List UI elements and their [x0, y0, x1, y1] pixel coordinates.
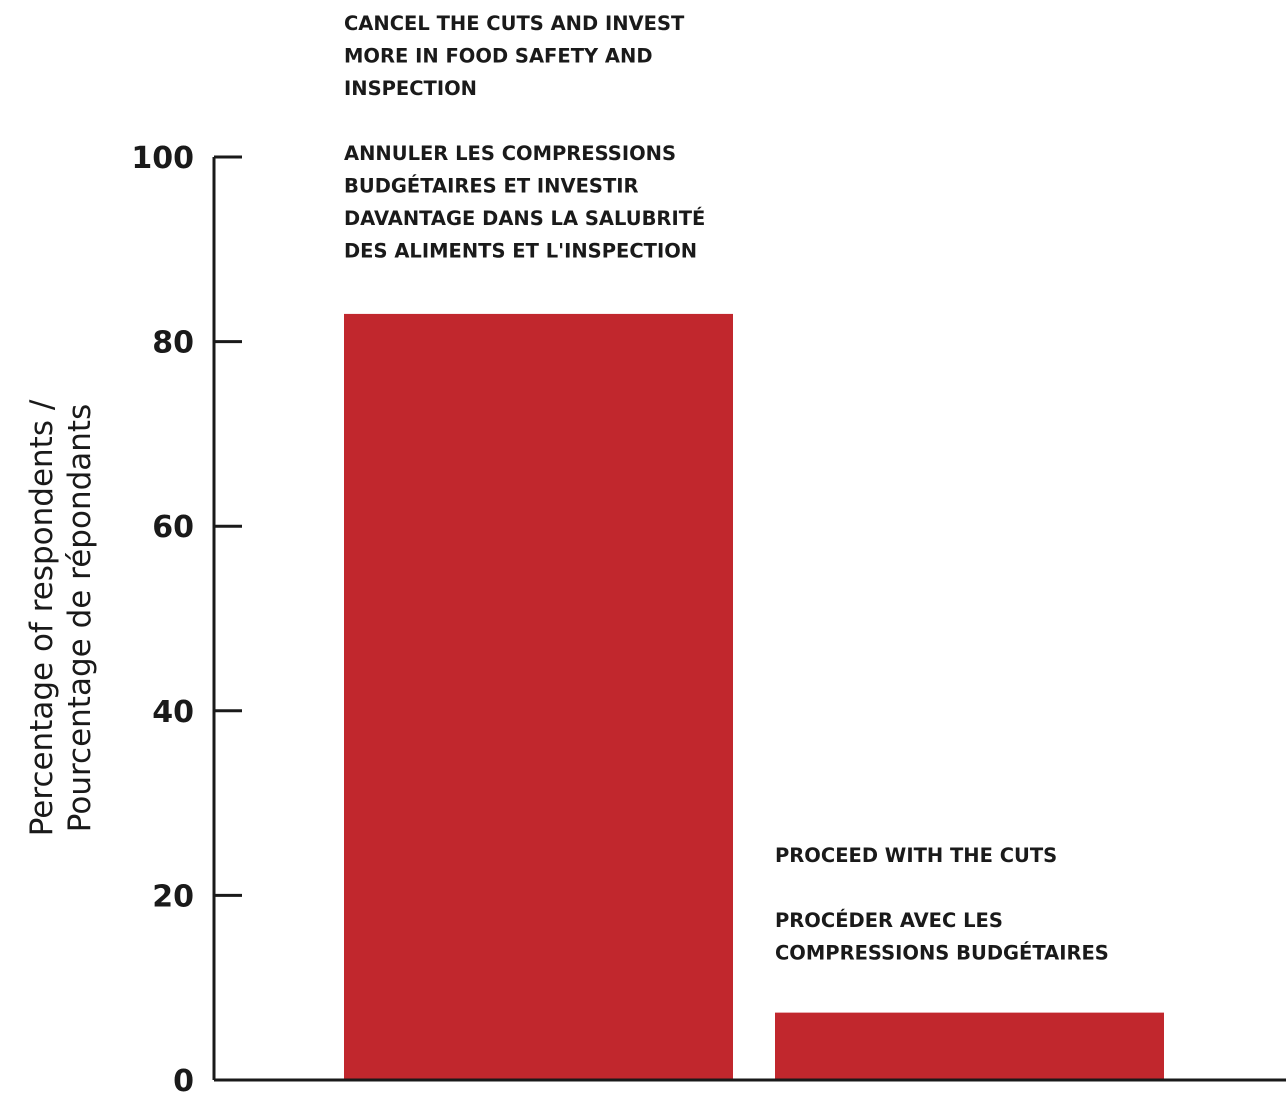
y-tick-label: 100: [131, 141, 194, 176]
bar-label-fr: BUDGÉTAIRES ET INVESTIR: [344, 175, 639, 198]
bar-label-en: MORE IN FOOD SAFETY AND: [344, 45, 653, 68]
y-tick-label: 20: [152, 879, 194, 914]
y-tick-label: 80: [152, 326, 194, 361]
bar-label-fr: DAVANTAGE DANS LA SALUBRITÉ: [344, 207, 705, 230]
y-axis-label-line: Percentage of respondents /: [24, 399, 60, 836]
y-tick-label: 40: [152, 695, 194, 730]
bar-label-en: CANCEL THE CUTS AND INVEST: [344, 12, 685, 35]
bar-label-fr: COMPRESSIONS BUDGÉTAIRES: [775, 942, 1109, 965]
bar-label-fr: PROCÉDER AVEC LES: [775, 909, 1003, 932]
bar: [344, 313, 733, 1080]
bar-labels: CANCEL THE CUTS AND INVEST MORE IN FOOD S…: [344, 12, 1109, 965]
bars: [344, 313, 1164, 1080]
bar-label-en: INSPECTION: [344, 77, 477, 100]
y-axis-label-line: Pourcentage de répondants: [62, 404, 98, 832]
y-axis-label: Percentage of respondents /Pourcentage d…: [24, 399, 98, 836]
y-axis-title: Percentage of respondents /Pourcentage d…: [24, 399, 98, 836]
bar-label-fr: ANNULER LES COMPRESSIONS: [344, 142, 676, 165]
bar: [775, 1012, 1164, 1080]
y-tick-label: 0: [173, 1064, 194, 1097]
y-tick-label: 60: [152, 510, 194, 545]
bar-label-en: PROCEED WITH THE CUTS: [775, 844, 1057, 867]
y-axis: 0 20 40 60 80 100: [131, 141, 242, 1097]
bar-label-fr: DES ALIMENTS ET L'INSPECTION: [344, 240, 697, 263]
